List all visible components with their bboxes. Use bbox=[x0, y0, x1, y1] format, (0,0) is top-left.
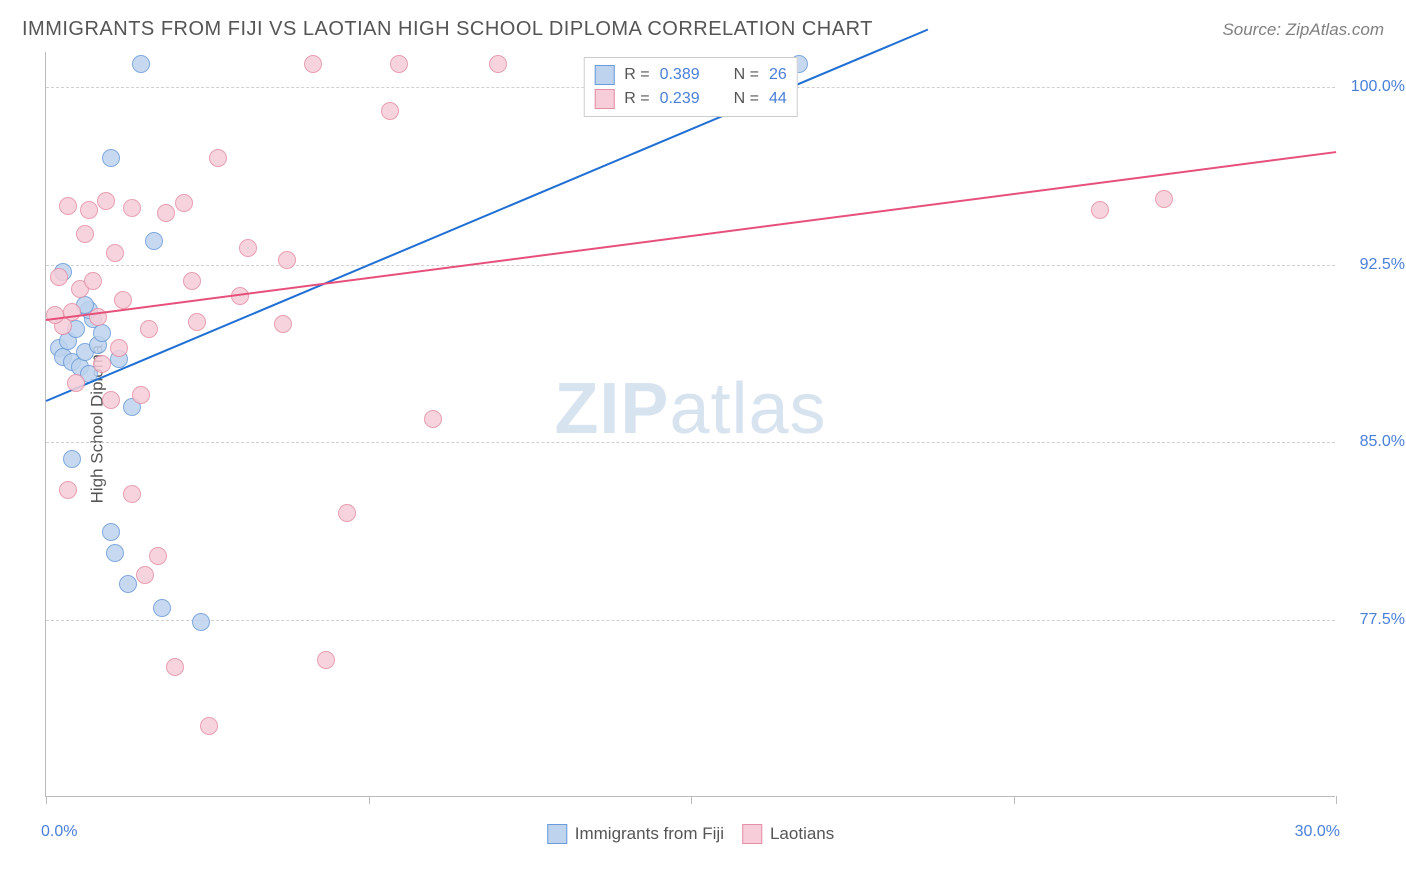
scatter-chart: ZIPatlas High School Diploma 0.0% 30.0% … bbox=[45, 52, 1335, 797]
legend-swatch bbox=[742, 824, 762, 844]
scatter-point bbox=[1091, 201, 1109, 219]
scatter-point bbox=[132, 386, 150, 404]
scatter-point bbox=[136, 566, 154, 584]
x-axis-min-label: 0.0% bbox=[41, 823, 77, 841]
scatter-point bbox=[145, 232, 163, 250]
legend-n-value: 26 bbox=[769, 66, 787, 84]
scatter-point bbox=[59, 481, 77, 499]
x-tick bbox=[1336, 796, 1337, 804]
y-tick-label: 85.0% bbox=[1360, 433, 1405, 451]
legend-swatch bbox=[594, 89, 614, 109]
scatter-point bbox=[132, 55, 150, 73]
scatter-point bbox=[76, 225, 94, 243]
correlation-legend: R = 0.389 N = 26 R = 0.239 N = 44 bbox=[583, 57, 798, 117]
scatter-point bbox=[390, 55, 408, 73]
series-legend: Immigrants from Fiji Laotians bbox=[547, 824, 835, 844]
scatter-point bbox=[93, 355, 111, 373]
chart-source: Source: ZipAtlas.com bbox=[1222, 20, 1384, 40]
scatter-point bbox=[381, 102, 399, 120]
scatter-point bbox=[97, 192, 115, 210]
legend-r-label: R = bbox=[624, 90, 649, 108]
scatter-point bbox=[106, 544, 124, 562]
scatter-point bbox=[175, 194, 193, 212]
scatter-point bbox=[110, 339, 128, 357]
scatter-point bbox=[209, 149, 227, 167]
scatter-point bbox=[63, 450, 81, 468]
legend-n-label: N = bbox=[734, 90, 759, 108]
scatter-point bbox=[278, 251, 296, 269]
chart-title: IMMIGRANTS FROM FIJI VS LAOTIAN HIGH SCH… bbox=[22, 18, 873, 41]
y-tick-label: 77.5% bbox=[1360, 611, 1405, 629]
scatter-point bbox=[84, 272, 102, 290]
scatter-point bbox=[106, 244, 124, 262]
x-tick bbox=[1014, 796, 1015, 804]
scatter-point bbox=[1155, 190, 1173, 208]
legend-r-value: 0.239 bbox=[660, 90, 700, 108]
scatter-point bbox=[338, 504, 356, 522]
x-tick bbox=[46, 796, 47, 804]
legend-row: R = 0.239 N = 44 bbox=[594, 87, 787, 111]
legend-n-label: N = bbox=[734, 66, 759, 84]
legend-series-name: Laotians bbox=[770, 824, 834, 844]
y-tick-label: 92.5% bbox=[1360, 256, 1405, 274]
scatter-point bbox=[50, 268, 68, 286]
legend-n-value: 44 bbox=[769, 90, 787, 108]
scatter-point bbox=[274, 315, 292, 333]
scatter-point bbox=[157, 204, 175, 222]
x-tick bbox=[369, 796, 370, 804]
gridline-h bbox=[46, 620, 1335, 621]
legend-row: R = 0.389 N = 26 bbox=[594, 63, 787, 87]
scatter-point bbox=[317, 651, 335, 669]
scatter-point bbox=[102, 149, 120, 167]
x-tick bbox=[691, 796, 692, 804]
scatter-point bbox=[123, 485, 141, 503]
scatter-point bbox=[67, 374, 85, 392]
scatter-point bbox=[102, 523, 120, 541]
scatter-point bbox=[149, 547, 167, 565]
scatter-point bbox=[123, 199, 141, 217]
legend-series-name: Immigrants from Fiji bbox=[575, 824, 724, 844]
scatter-point bbox=[114, 291, 132, 309]
legend-item: Immigrants from Fiji bbox=[547, 824, 724, 844]
scatter-point bbox=[188, 313, 206, 331]
trend-line bbox=[46, 151, 1336, 321]
scatter-point bbox=[153, 599, 171, 617]
scatter-point bbox=[119, 575, 137, 593]
scatter-point bbox=[200, 717, 218, 735]
scatter-point bbox=[59, 197, 77, 215]
legend-r-label: R = bbox=[624, 66, 649, 84]
scatter-point bbox=[102, 391, 120, 409]
scatter-point bbox=[183, 272, 201, 290]
y-tick-label: 100.0% bbox=[1351, 78, 1405, 96]
scatter-point bbox=[192, 613, 210, 631]
legend-swatch bbox=[594, 65, 614, 85]
scatter-point bbox=[80, 201, 98, 219]
scatter-point bbox=[424, 410, 442, 428]
scatter-point bbox=[166, 658, 184, 676]
x-axis-max-label: 30.0% bbox=[1295, 823, 1340, 841]
watermark: ZIPatlas bbox=[554, 368, 826, 450]
gridline-h bbox=[46, 442, 1335, 443]
legend-swatch bbox=[547, 824, 567, 844]
scatter-point bbox=[239, 239, 257, 257]
legend-r-value: 0.389 bbox=[660, 66, 700, 84]
scatter-point bbox=[304, 55, 322, 73]
scatter-point bbox=[46, 306, 64, 324]
scatter-point bbox=[140, 320, 158, 338]
gridline-h bbox=[46, 265, 1335, 266]
scatter-point bbox=[93, 324, 111, 342]
scatter-point bbox=[489, 55, 507, 73]
legend-item: Laotians bbox=[742, 824, 834, 844]
